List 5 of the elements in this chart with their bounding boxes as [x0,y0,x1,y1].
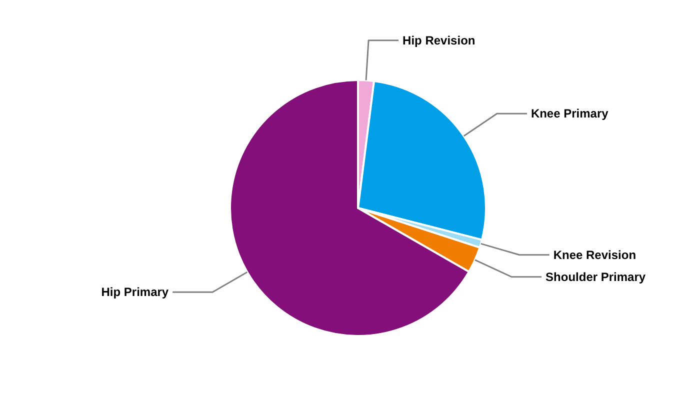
slice-label: Knee Revision [553,248,636,262]
slice-label: Hip Revision [402,33,476,48]
slice-label: Hip Primary [101,285,169,300]
slice-label: Shoulder Primary [546,270,646,284]
slice-label: Knee Primary [530,106,609,121]
